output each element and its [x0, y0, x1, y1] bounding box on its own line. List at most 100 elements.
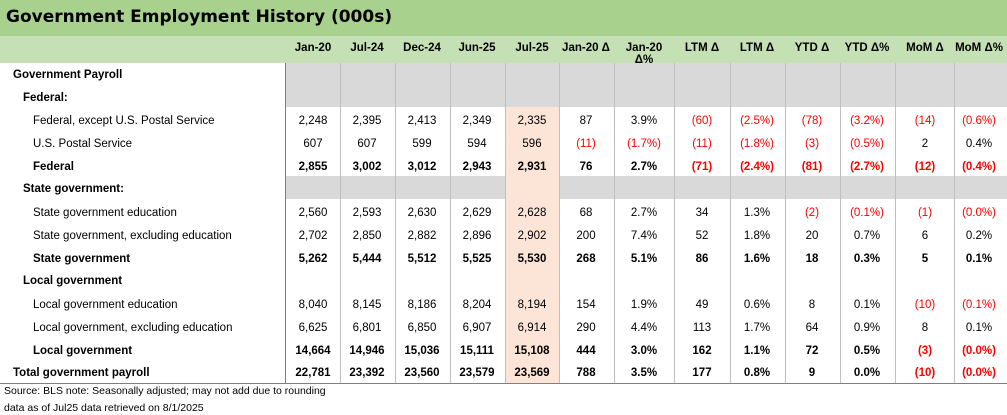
- table-cell: 268: [576, 253, 596, 265]
- column-header: Jul-25: [515, 42, 549, 54]
- table-cell: 6,801: [352, 322, 382, 334]
- row-label: State government: [33, 253, 131, 265]
- table-cell: 1.7%: [743, 322, 771, 334]
- table-cell: (81): [801, 161, 823, 173]
- table-cell: 6,850: [407, 322, 437, 334]
- table-cell: (2): [804, 207, 820, 219]
- table-cell: 177: [692, 367, 712, 379]
- table-cell: (1.8%): [740, 138, 774, 150]
- table-cell: 14,946: [349, 345, 385, 357]
- table-cell: 20: [805, 230, 819, 242]
- grid-line: [614, 63, 615, 383]
- table-cell: 200: [576, 230, 596, 242]
- column-header: YTD Δ: [794, 42, 830, 54]
- table-cell: (0.1%): [850, 207, 884, 219]
- table-cell: (78): [801, 115, 823, 127]
- column-header: LTM Δ: [684, 42, 720, 54]
- table-cell: 2,560: [298, 207, 328, 219]
- grid-line: [340, 63, 341, 383]
- table-cell: 6,907: [462, 322, 492, 334]
- table-cell: 5,525: [462, 253, 492, 265]
- table-cell: 0.9%: [853, 322, 881, 334]
- table-cell: 15,108: [514, 345, 550, 357]
- table-cell: 23,579: [459, 367, 495, 379]
- table-cell: 2,248: [298, 115, 328, 127]
- grid-line: [895, 63, 896, 383]
- table-cell: 2,902: [517, 230, 547, 242]
- row-label: Federal, except U.S. Postal Service: [33, 115, 215, 127]
- section-fill-payroll: [285, 63, 1007, 107]
- table-cell: 599: [412, 138, 432, 150]
- column-header: Jan-20 Δ%: [625, 42, 663, 66]
- table-cell: 596: [522, 138, 542, 150]
- column-header: YTD Δ%: [844, 42, 890, 54]
- table-cell: (0.4%): [962, 161, 996, 173]
- data-date-note: data as of Jul25 data retrieved on 8/1/2…: [4, 402, 204, 414]
- table-cell: 2,882: [407, 230, 437, 242]
- table-cell: 607: [303, 138, 323, 150]
- row-label: Local government education: [33, 299, 178, 311]
- column-header: MoM Δ%: [955, 42, 1003, 54]
- table-cell: 9: [808, 367, 816, 379]
- table-cell: 0.8%: [743, 367, 771, 379]
- table-cell: 2,702: [298, 230, 328, 242]
- table-cell: 18: [805, 253, 819, 265]
- table-cell: 0.7%: [853, 230, 881, 242]
- table-cell: 2,630: [407, 207, 437, 219]
- table-cell: (0.0%): [962, 345, 996, 357]
- table-cell: 1.3%: [743, 207, 771, 219]
- table-cell: (0.0%): [962, 207, 996, 219]
- table-cell: 3.0%: [630, 345, 658, 357]
- table-cell: 8,194: [517, 299, 547, 311]
- table-cell: 607: [357, 138, 377, 150]
- table-cell: 290: [576, 322, 596, 334]
- table-cell: 49: [695, 299, 709, 311]
- table-cell: 2,349: [462, 115, 492, 127]
- table-cell: (0.0%): [962, 367, 996, 379]
- table-cell: 594: [467, 138, 487, 150]
- table-cell: (1): [917, 207, 933, 219]
- bottom-border: [0, 383, 1007, 384]
- table-cell: 0.5%: [853, 345, 881, 357]
- grid-line: [395, 63, 396, 383]
- grid-line: [954, 63, 955, 383]
- table-cell: 1.8%: [743, 230, 771, 242]
- table-cell: 0.6%: [743, 299, 771, 311]
- header-bar: [0, 36, 1007, 63]
- table-cell: 2.7%: [630, 161, 658, 173]
- table-cell: (10): [914, 299, 936, 311]
- table-cell: (11): [692, 138, 712, 150]
- row-label: Total government payroll: [13, 367, 150, 379]
- grid-line: [785, 63, 786, 383]
- table-cell: (2.7%): [850, 161, 884, 173]
- table-cell: 154: [576, 299, 596, 311]
- table-cell: 8,204: [462, 299, 492, 311]
- column-header: Jan-20: [294, 42, 332, 54]
- table-cell: 2,931: [517, 161, 547, 173]
- table-cell: 2,896: [462, 230, 492, 242]
- table-cell: 6,625: [298, 322, 328, 334]
- table-cell: 68: [579, 207, 593, 219]
- table-cell: 22,781: [295, 367, 331, 379]
- row-label: State government education: [33, 207, 177, 219]
- label-state-section: State government:: [23, 183, 124, 195]
- table-cell: 5: [921, 253, 929, 265]
- table-cell: 5,530: [517, 253, 547, 265]
- table-cell: 0.2%: [965, 230, 993, 242]
- table-cell: 23,392: [349, 367, 385, 379]
- column-header: Jun-25: [458, 42, 496, 54]
- grid-line: [450, 63, 451, 383]
- table-cell: 14,664: [295, 345, 331, 357]
- table-cell: 2: [921, 138, 929, 150]
- table-cell: 0.1%: [853, 299, 881, 311]
- row-label: Local government: [33, 345, 133, 357]
- table-cell: (11): [576, 138, 596, 150]
- table-cell: 6,914: [517, 322, 547, 334]
- table-title: Government Employment History (000s): [6, 7, 393, 27]
- table-cell: 8,040: [298, 299, 328, 311]
- table-cell: 1.1%: [743, 345, 771, 357]
- table-cell: 15,036: [404, 345, 440, 357]
- table-cell: 2,855: [298, 161, 328, 173]
- table-cell: 113: [692, 322, 712, 334]
- table-cell: 5,262: [298, 253, 328, 265]
